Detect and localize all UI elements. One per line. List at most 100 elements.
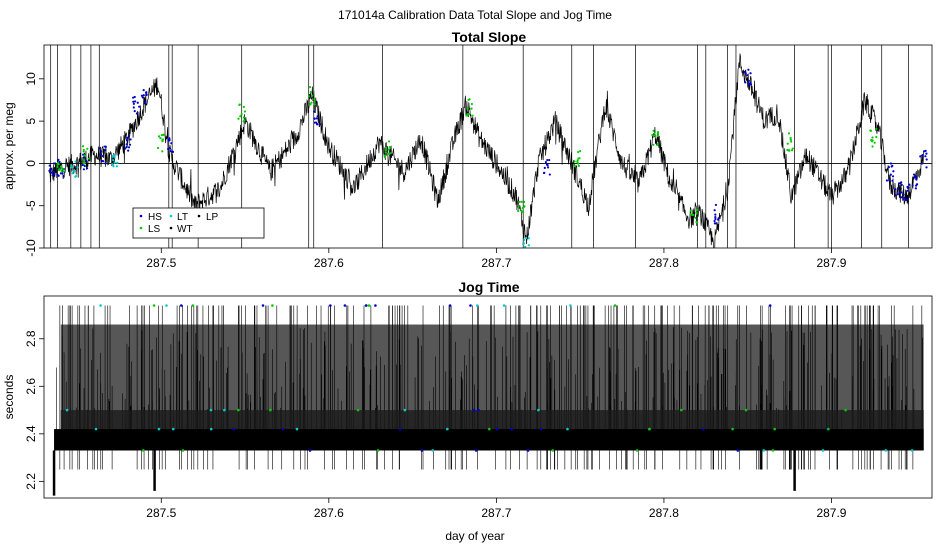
total-slope-ls-point — [160, 134, 163, 137]
total-slope-ls-point — [242, 105, 245, 108]
total-slope-ls-point — [83, 162, 86, 165]
total-slope-xtick-label: 287.8 — [649, 256, 679, 270]
legend-lp-marker — [197, 214, 201, 218]
total-slope-ls-point — [60, 169, 63, 172]
total-slope-lt-point — [115, 165, 118, 168]
legend-hs-label: HS — [148, 212, 162, 223]
jog-time-cal-point — [773, 427, 776, 431]
total-slope-hs-point — [902, 193, 905, 196]
total-slope-ls-point — [653, 132, 656, 135]
figure-title: 171014a Calibration Data Total Slope and… — [338, 8, 612, 22]
total-slope-hs-point — [747, 68, 750, 71]
total-slope-hs-point — [924, 155, 927, 158]
total-slope-hs-point — [713, 222, 716, 225]
total-slope-xtick-label: 287.5 — [146, 256, 176, 270]
jog-time-cal-point — [181, 449, 185, 452]
total-slope-hs-point — [900, 191, 903, 194]
total-slope-lt-point — [111, 163, 114, 166]
jog-time-cal-point — [502, 304, 506, 307]
total-slope-hs-point — [313, 110, 316, 113]
total-slope-ls-point — [385, 146, 388, 149]
jog-time-cal-point — [431, 449, 435, 452]
jog-time-cal-point — [171, 427, 175, 431]
legend-wt-marker — [169, 226, 173, 230]
total-slope-hs-point — [102, 160, 105, 163]
total-slope-lt-point — [113, 161, 116, 164]
total-slope-ls-point — [383, 155, 386, 159]
total-slope-ls-point — [389, 152, 392, 155]
total-slope-hs-point — [62, 175, 65, 178]
jog-time-ylabel: seconds — [2, 375, 16, 420]
legend-ls-marker — [139, 226, 143, 230]
total-slope-hs-point — [749, 83, 753, 86]
total-slope-hs-point — [98, 147, 101, 150]
total-slope-hs-point — [168, 137, 171, 140]
total-slope-xtick-label: 287.7 — [481, 256, 511, 270]
jog-time-cal-point — [635, 449, 639, 452]
jog-time-xtick-label: 287.9 — [816, 506, 846, 520]
total-slope-ls-point — [577, 164, 580, 167]
total-slope-ls-point — [517, 209, 520, 213]
total-slope-hs-point — [141, 96, 144, 99]
total-slope-ls-point — [651, 133, 654, 137]
jog-time-cal-point — [157, 427, 161, 431]
total-slope-ls-point — [59, 168, 62, 171]
jog-time-cal-point — [474, 449, 478, 452]
total-slope-hs-point — [127, 149, 130, 152]
total-slope-ls-point — [82, 148, 85, 152]
total-slope-ls-point — [387, 148, 390, 151]
total-slope-ls-point — [573, 165, 577, 168]
total-slope-ls-point — [466, 107, 469, 110]
total-slope-hs-point — [898, 191, 901, 194]
total-slope-hs-point — [891, 175, 895, 178]
total-slope-xtick-label: 287.6 — [314, 256, 344, 270]
total-slope-ytick-label: 0 — [24, 160, 38, 167]
jog-time-cal-point — [374, 304, 377, 307]
total-slope-hs-point — [925, 152, 928, 155]
total-slope-ls-point — [238, 103, 241, 106]
total-slope-lt-point — [524, 245, 527, 248]
total-slope-ls-point — [161, 140, 164, 143]
total-slope-ls-point — [695, 208, 698, 212]
total-slope-hs-point — [885, 179, 889, 182]
total-slope-hs-point — [142, 89, 145, 92]
total-slope-ls-point — [384, 151, 387, 154]
total-slope-hs-point — [746, 74, 749, 77]
total-slope-ls-point — [56, 165, 59, 169]
total-slope-hs-point — [134, 100, 137, 103]
jog-time-cal-point — [566, 427, 569, 431]
total-slope-ls-point — [871, 139, 874, 142]
total-slope-hs-point — [138, 105, 141, 108]
total-slope-hs-point — [101, 154, 104, 158]
total-slope-ls-point — [523, 200, 526, 203]
total-slope-hs-point — [59, 172, 63, 175]
total-slope-hs-point — [125, 143, 128, 146]
total-slope-ls-point — [656, 132, 660, 135]
total-slope-hs-point — [124, 147, 127, 150]
total-slope-ls-point — [159, 137, 162, 140]
total-slope-hs-point — [51, 174, 54, 177]
total-slope-ls-point — [522, 211, 525, 214]
total-slope-hs-point — [915, 178, 918, 181]
total-slope-ls-point — [313, 103, 316, 106]
total-slope-hs-point — [132, 100, 135, 103]
jog-time-cal-point — [821, 449, 825, 452]
total-slope-hs-point — [145, 93, 148, 97]
total-slope-ls-point — [81, 145, 85, 148]
jog-time-xtick-label: 287.7 — [481, 506, 511, 520]
total-slope-lt-point — [71, 166, 74, 169]
total-slope-hs-point — [911, 184, 914, 187]
total-slope-hs-point — [128, 143, 132, 146]
jog-time-cal-point — [141, 449, 145, 452]
jog-time-cal-point — [731, 427, 734, 431]
total-slope-hs-point — [921, 154, 924, 157]
total-slope-ls-point — [523, 205, 526, 208]
total-slope-trace — [48, 53, 924, 248]
total-slope-hs-point — [907, 186, 910, 189]
total-slope-hs-point — [53, 172, 56, 176]
total-slope-lt-point — [112, 165, 115, 168]
total-slope-ylabel: approx. per meg — [2, 102, 16, 189]
total-slope-ls-point — [694, 216, 697, 220]
jog-time-cal-point — [180, 304, 183, 307]
